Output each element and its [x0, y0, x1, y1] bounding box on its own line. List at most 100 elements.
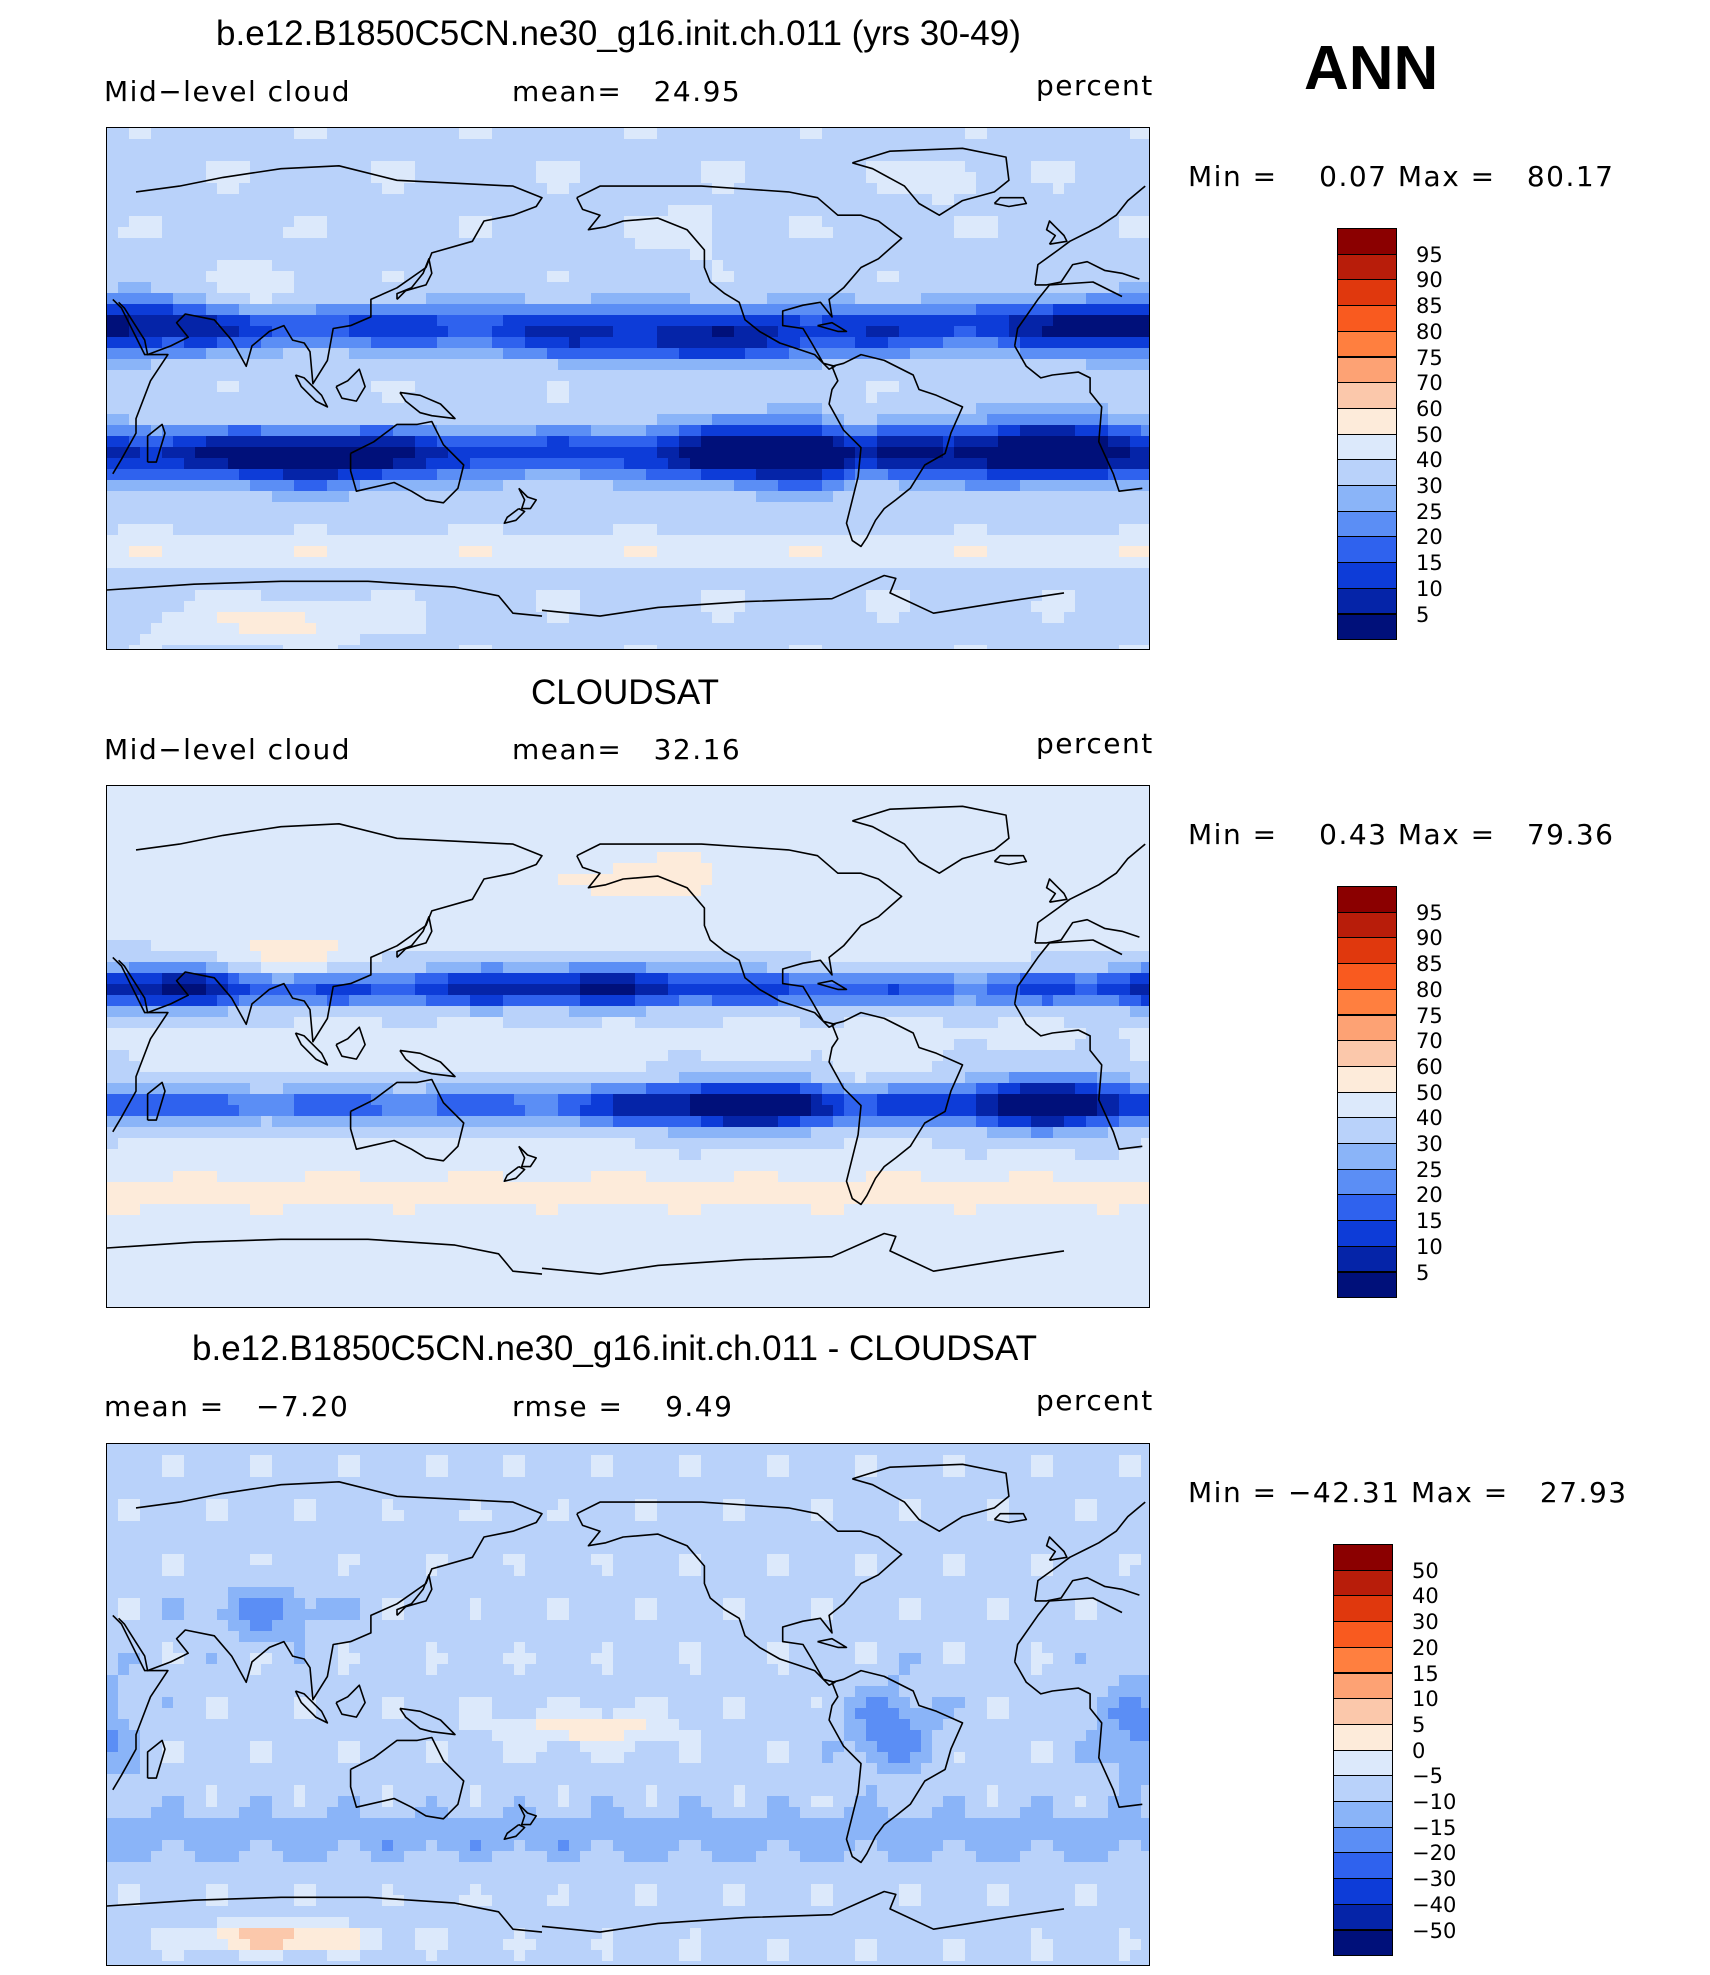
colorbar-swatch — [1337, 279, 1397, 307]
colorbar-tick-label: 60 — [1416, 1054, 1443, 1079]
map-canvas — [107, 1444, 1149, 1965]
colorbar-swatch — [1333, 1749, 1393, 1777]
colorbar-swatch — [1337, 963, 1397, 990]
colorbar-swatch — [1337, 613, 1397, 641]
colorbar-swatch — [1333, 1569, 1393, 1597]
colorbar-swatch — [1337, 1271, 1397, 1299]
panel-3-minmax: Min = −42.31 Max = 27.93 — [1188, 1476, 1628, 1509]
panel-3-title: b.e12.B1850C5CN.ne30_g16.init.ch.011 - C… — [192, 1329, 1038, 1368]
colorbar-tick-label: 40 — [1416, 1106, 1443, 1131]
colorbar-swatch — [1333, 1903, 1393, 1931]
colorbar-tick-label: 50 — [1412, 1558, 1439, 1583]
colorbar-swatch — [1337, 1168, 1397, 1196]
colorbar-swatch — [1337, 510, 1397, 538]
panel-1-minmax: Min = 0.07 Max = 80.17 — [1188, 160, 1615, 193]
colorbar-swatch — [1333, 1801, 1393, 1828]
map-canvas — [107, 786, 1149, 1307]
colorbar-swatch — [1337, 587, 1397, 615]
coastlines — [107, 147, 1146, 617]
colorbar-tick-label: −50 — [1412, 1918, 1457, 1943]
colorbar-swatch — [1333, 1852, 1393, 1880]
colorbar-swatch — [1333, 1672, 1393, 1700]
colorbar-swatch — [1337, 407, 1397, 435]
colorbar-tick-label: 85 — [1416, 952, 1443, 977]
colorbar-swatch — [1337, 1245, 1397, 1273]
panel-1-units-label: percent — [1036, 69, 1154, 102]
coastlines — [107, 1463, 1146, 1933]
panel-2-title: CLOUDSAT — [531, 673, 719, 712]
colorbar-swatch — [1337, 433, 1397, 461]
colorbar-swatch — [1337, 1220, 1397, 1247]
colorbar-swatch — [1337, 1117, 1397, 1144]
colorbar-tick-label: 80 — [1416, 977, 1443, 1002]
colorbar-swatch — [1337, 382, 1397, 409]
panel-2-units-label: percent — [1036, 727, 1154, 760]
colorbar-tick-label: 40 — [1416, 448, 1443, 473]
colorbar-swatch — [1333, 1723, 1393, 1751]
colorbar-tick-label: 80 — [1416, 319, 1443, 344]
colorbar-swatch — [1337, 937, 1397, 965]
colorbar-tick-label: 75 — [1416, 1003, 1443, 1028]
colorbar-swatch — [1333, 1646, 1393, 1674]
colorbar-swatch — [1337, 1143, 1397, 1170]
colorbar-tick-label: 10 — [1416, 576, 1443, 601]
colorbar-tick-label: 50 — [1416, 422, 1443, 447]
colorbar-swatch — [1337, 253, 1397, 281]
colorbar-swatch — [1337, 988, 1397, 1016]
colorbar-tick-label: 20 — [1416, 525, 1443, 550]
colorbar-tick-label: −10 — [1412, 1790, 1457, 1814]
panel-3-units-label: percent — [1036, 1384, 1154, 1417]
colorbar-swatch — [1337, 911, 1397, 939]
colorbar-tick-label: −15 — [1412, 1815, 1457, 1840]
colorbar-tick-label: −40 — [1412, 1892, 1457, 1917]
colorbar-tick-label: 30 — [1412, 1610, 1439, 1635]
colorbar-swatch — [1337, 356, 1397, 384]
coastlines — [107, 805, 1146, 1275]
colorbar-tick-label: 5 — [1416, 602, 1430, 627]
colorbar-tick-label: 25 — [1416, 1157, 1443, 1182]
colorbar-swatch — [1333, 1544, 1393, 1571]
panel-3-rmse-label: rmse = 9.49 — [512, 1390, 734, 1423]
colorbar-swatch — [1337, 1065, 1397, 1093]
contour-field — [107, 1444, 1149, 1965]
map-canvas — [107, 128, 1149, 649]
colorbar-tick-label: 10 — [1412, 1687, 1439, 1712]
colorbar-swatch — [1333, 1929, 1393, 1957]
panel-3-map — [106, 1443, 1150, 1966]
panel-1-map — [106, 127, 1150, 650]
panel-2-variable-label: Mid−level cloud — [104, 733, 351, 766]
colorbar-swatch — [1337, 330, 1397, 358]
colorbar-tick-label: 20 — [1416, 1183, 1443, 1208]
panel-1-variable-label: Mid−level cloud — [104, 75, 351, 108]
colorbar-tick-label: 5 — [1416, 1260, 1430, 1285]
colorbar-swatch — [1337, 228, 1397, 255]
colorbar-swatch — [1337, 1040, 1397, 1067]
colorbar-tick-label: −5 — [1412, 1764, 1443, 1789]
contour-field — [107, 128, 1149, 649]
colorbar-tick-label: 15 — [1416, 1209, 1443, 1234]
colorbar-tick-label: 15 — [1416, 551, 1443, 576]
colorbar-tick-label: 30 — [1416, 474, 1443, 498]
panel-1-title: b.e12.B1850C5CN.ne30_g16.init.ch.011 (yr… — [216, 14, 1021, 53]
colorbar-tick-label: 15 — [1412, 1661, 1439, 1686]
contour-field — [107, 786, 1149, 1307]
colorbar-tick-label: 20 — [1412, 1635, 1439, 1660]
colorbar-swatch — [1337, 1014, 1397, 1042]
colorbar-tick-label: 70 — [1416, 371, 1443, 396]
colorbar-swatch — [1333, 1595, 1393, 1623]
colorbar-tick-label: 75 — [1416, 345, 1443, 370]
colorbar-tick-label: −20 — [1412, 1841, 1457, 1866]
colorbar-swatch — [1337, 562, 1397, 589]
panel-2-mean-label: mean= 32.16 — [512, 733, 742, 766]
panel-1-mean-label: mean= 24.95 — [512, 75, 742, 108]
colorbar-swatch — [1333, 1775, 1393, 1802]
colorbar-swatch — [1337, 485, 1397, 512]
colorbar-swatch — [1333, 1826, 1393, 1854]
colorbar-swatch — [1337, 1194, 1397, 1222]
colorbar-tick-label: 30 — [1416, 1132, 1443, 1156]
colorbar-tick-label: 95 — [1416, 242, 1443, 267]
colorbar-swatch — [1337, 536, 1397, 564]
colorbar-tick-label: −30 — [1412, 1867, 1457, 1892]
colorbar-swatch — [1333, 1878, 1393, 1905]
season-label: ANN — [1304, 34, 1439, 103]
